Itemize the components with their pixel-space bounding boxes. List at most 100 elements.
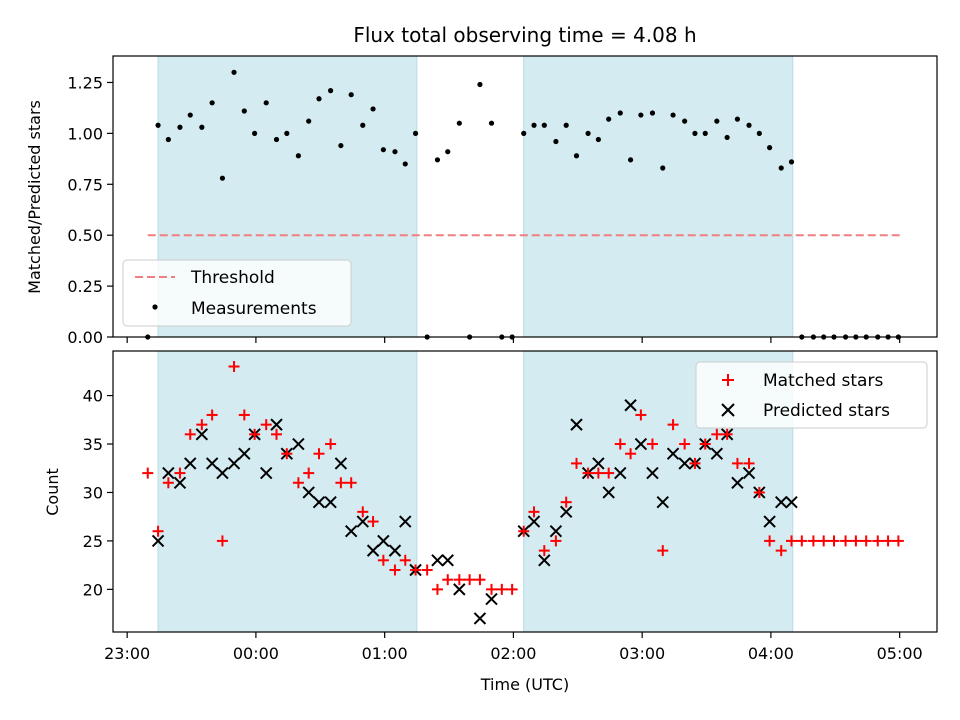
matched-point	[625, 448, 637, 460]
matched-point	[592, 467, 604, 479]
matched-point	[518, 525, 530, 537]
top-legend-box	[122, 259, 352, 327]
matched-point	[699, 438, 711, 450]
matched-point	[142, 467, 154, 479]
predicted-point	[678, 457, 691, 470]
measurement-point	[595, 136, 601, 143]
measurement-point	[348, 92, 354, 98]
predicted-point	[377, 534, 390, 548]
measurement-point	[263, 100, 269, 106]
measurement-point	[682, 118, 688, 124]
matched-point	[550, 535, 562, 547]
measurement-point	[241, 108, 247, 114]
measurement-point	[199, 124, 205, 130]
measurement-point	[306, 118, 312, 124]
matched-point	[260, 419, 272, 431]
measurement-point	[187, 112, 193, 118]
matched-point	[281, 448, 293, 460]
predicted-point	[195, 428, 209, 441]
measurement-point	[734, 116, 741, 122]
matched-point	[474, 574, 486, 586]
bottom-y-tick-label-2: 30	[83, 483, 103, 502]
measurement-point	[649, 110, 656, 116]
measurement-point	[702, 130, 708, 136]
matched-point	[249, 428, 261, 440]
predicted-point	[260, 466, 273, 480]
matched-point	[453, 574, 465, 586]
bottom-y-tick-label-3: 35	[83, 435, 103, 454]
predicted-point	[302, 486, 315, 499]
predicted-point	[731, 476, 744, 489]
predicted-point	[592, 457, 605, 470]
matched-point	[753, 486, 765, 498]
bottom-panel: 20 25 30 35 40 23:00 00:00 01:00 02:00 03:00 04:0…	[43, 350, 938, 694]
measurement-point	[746, 122, 752, 128]
predicted-point	[549, 525, 563, 538]
bottom-legend: Matched stars Predicted stars	[695, 361, 928, 429]
top-y-tick-label-2: 0.50	[67, 226, 103, 245]
predicted-point	[344, 525, 358, 538]
matched-point	[399, 554, 411, 566]
predicted-point	[453, 583, 466, 596]
measurement-point	[477, 81, 483, 88]
top-panel: 0.00 0.25 0.50 0.75 1.00 1.25 Matched/Predict…	[25, 55, 938, 347]
matched-point	[571, 457, 582, 469]
measurement-point	[360, 122, 366, 128]
matched-point	[367, 516, 379, 528]
predicted-point	[324, 495, 337, 509]
x-tick-label-1: 00:00	[233, 644, 279, 663]
matched-point	[152, 525, 164, 537]
measurement-point	[434, 157, 441, 163]
measurement-point	[606, 116, 612, 122]
matched-point	[184, 428, 196, 440]
x-tick-label-3: 02:00	[490, 644, 536, 663]
measurement-point	[445, 149, 451, 155]
matched-point	[292, 477, 304, 489]
measurement-point	[638, 112, 644, 118]
matched-point	[764, 535, 776, 547]
measurement-point	[284, 130, 290, 136]
measurement-point	[617, 110, 623, 116]
matched-point	[667, 419, 679, 431]
predicted-point	[785, 495, 798, 509]
predicted-point	[292, 437, 305, 451]
matched-point	[421, 564, 433, 576]
predicted-point	[485, 592, 498, 606]
predicted-point	[270, 418, 283, 431]
measurement-point	[231, 69, 237, 75]
matched-point	[174, 467, 186, 479]
measurement-point	[155, 122, 161, 128]
measurement-point	[370, 106, 376, 112]
predicted-point	[388, 544, 402, 557]
matched-point	[538, 545, 550, 557]
x-tick-label-5: 04:00	[748, 644, 794, 663]
matched-point	[731, 457, 743, 469]
top-legend: Threshold Measurements	[122, 259, 352, 327]
matched-point	[646, 438, 658, 450]
matched-point	[860, 535, 872, 547]
predicted-point	[173, 476, 187, 489]
predicted-point	[570, 418, 583, 431]
measurement-point	[563, 122, 569, 128]
matched-point	[238, 409, 250, 421]
measurement-point	[165, 136, 171, 143]
predicted-point	[312, 495, 326, 509]
measurement-point	[660, 165, 666, 171]
top-y-tick-label-0: 0.00	[67, 328, 103, 347]
predicted-point	[559, 505, 573, 519]
matched-point	[743, 457, 755, 469]
bottom-axes-frame	[112, 350, 938, 633]
matched-point	[410, 564, 422, 576]
matched-point	[828, 535, 840, 547]
matched-point	[872, 535, 884, 547]
bottom-ylabel: Count	[43, 468, 62, 516]
matched-point	[506, 583, 518, 595]
matched-point	[818, 535, 830, 547]
top-axes-frame	[112, 55, 938, 338]
predicted-point	[399, 515, 412, 528]
matched-point	[528, 506, 540, 518]
matched-point	[711, 428, 723, 440]
matched-point	[196, 419, 208, 431]
matched-point	[840, 535, 852, 547]
